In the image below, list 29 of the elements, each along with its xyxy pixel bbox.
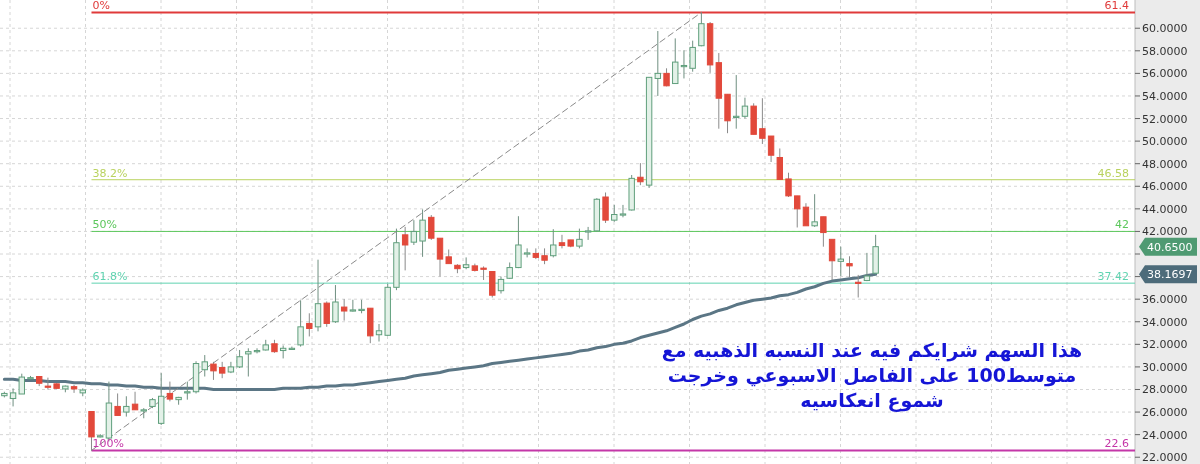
y-tick-label: 44.0000 (1142, 202, 1188, 216)
annotation: 50% (92, 218, 117, 232)
y-tick-label: 42.0000 (1142, 225, 1188, 239)
ref-line-label: 42 (1115, 218, 1129, 232)
annotation: هذا السهم شرايكم فيه عند النسبه الذهبيه مع متوسط100 على الفاصل الاسبوعي وخرجت شموع انعكاسيه (661, 339, 1083, 411)
y-tick-label: 34.0000 (1142, 315, 1188, 329)
y-tick-label: 36.0000 (1142, 293, 1188, 307)
y-tick-label: 50.0000 (1142, 135, 1188, 149)
y-tick-label: 54.0000 (1142, 89, 1188, 103)
y-tick-label: 56.0000 (1142, 67, 1188, 81)
y-tick-label: 28.0000 (1142, 383, 1188, 397)
y-tick-label: 52.0000 (1142, 112, 1188, 126)
annotation: 0% (92, 0, 110, 13)
annotation: 61.8% (92, 270, 128, 284)
annotation: 100% (92, 437, 124, 451)
ref-line-label: 37.42 (1097, 270, 1129, 284)
y-tick-label: 26.0000 (1142, 406, 1188, 420)
y-tick-label: 22.0000 (1142, 451, 1188, 464)
y-tick-label: 60.0000 (1142, 22, 1188, 36)
y-tick-label: 32.0000 (1142, 338, 1188, 352)
y-tick-label: 24.0000 (1142, 428, 1188, 442)
ref-line-label: 46.58 (1097, 166, 1129, 180)
y-tick-label: 58.0000 (1142, 44, 1188, 58)
ref-line-label: 61.4 (1104, 0, 1129, 13)
y-tick-label: 48.0000 (1142, 157, 1188, 171)
y-tick-label: 46.0000 (1142, 180, 1188, 194)
ref-line-label: 22.6 (1104, 437, 1129, 451)
y-tick-label: 30.0000 (1142, 360, 1188, 374)
annotation: 38.2% (92, 166, 128, 180)
